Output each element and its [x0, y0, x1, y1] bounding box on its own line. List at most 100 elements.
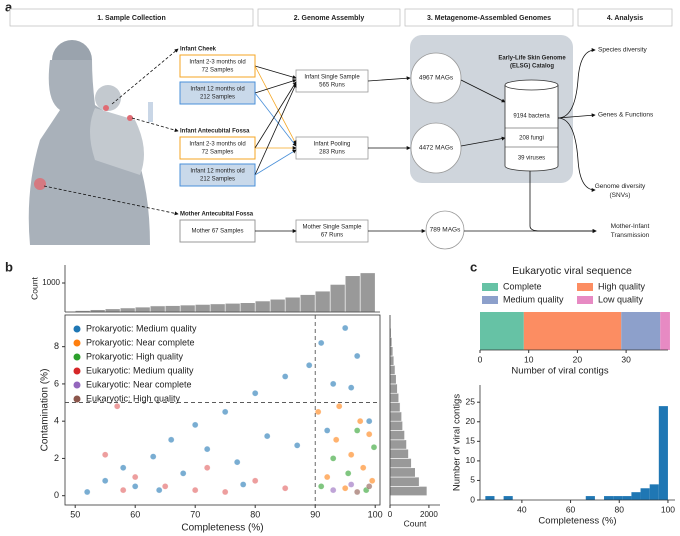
legend-label: Complete — [503, 281, 542, 291]
connector — [557, 48, 596, 119]
histogram-bar — [389, 346, 394, 357]
y-tick-label: 0 — [470, 494, 475, 504]
scatter-point — [282, 373, 289, 380]
header: 3. Metagenome-Assembled Genomes — [427, 15, 551, 22]
histogram-bar — [149, 305, 166, 313]
x-tick-label: 70 — [190, 509, 200, 519]
x-tick-label: 40 — [517, 504, 527, 514]
catalog-title: Early-Life Skin Genome — [498, 56, 566, 62]
histogram-bar — [622, 496, 632, 500]
group-label: Infant Antecubital Fossa — [180, 129, 250, 135]
scatter-point — [150, 453, 157, 460]
bar-segment — [660, 312, 670, 350]
sample-box — [179, 163, 256, 187]
histogram-bar — [649, 484, 659, 500]
header-box — [9, 8, 254, 27]
connector — [131, 117, 179, 133]
x-tick-label: 90 — [310, 509, 320, 519]
scatter-point — [204, 445, 211, 453]
histogram-bar — [389, 486, 428, 496]
bar-segment — [523, 312, 622, 350]
x-tick-label: 20 — [573, 354, 583, 364]
histogram-bar — [389, 364, 396, 375]
x-tick-label: 60 — [566, 504, 576, 514]
x-tick-label: 80 — [615, 504, 625, 514]
y-tick-label: 0 — [54, 490, 59, 500]
legend-swatch — [482, 296, 498, 304]
histogram-bar — [389, 467, 416, 478]
histogram-bar — [194, 304, 211, 313]
analysis-text: (SNVs) — [610, 192, 631, 199]
catalog-item: 208 fungi — [519, 136, 544, 142]
header-box — [257, 8, 401, 27]
histogram-bar — [389, 439, 407, 450]
legend-marker — [73, 325, 81, 333]
scatter-point — [120, 464, 127, 471]
assembly-box — [295, 136, 369, 160]
mag-text: 4472 MAGs — [419, 145, 454, 152]
histogram-bar — [613, 496, 623, 500]
histogram-bar — [119, 307, 136, 313]
scatter-point — [240, 481, 247, 488]
sample-box — [179, 81, 256, 105]
sample-text: 212 Samples — [200, 177, 235, 183]
x-tick-label: 10 — [524, 354, 534, 364]
scatter-point — [252, 390, 259, 397]
legend-swatch — [577, 296, 593, 304]
y-tick-label: 20 — [466, 416, 476, 426]
connector — [254, 83, 297, 176]
histogram-bar — [359, 272, 376, 313]
legend-swatch — [482, 283, 498, 291]
chart-title: Eukaryotic viral sequence — [512, 265, 632, 277]
sample-box — [179, 136, 256, 160]
sample-text: Infant 12 months old — [190, 87, 244, 93]
histogram-bar — [299, 294, 316, 313]
connector — [111, 48, 179, 105]
scatter-point — [168, 436, 175, 443]
connector — [254, 92, 297, 147]
histogram-bar — [134, 306, 151, 313]
legend-swatch — [577, 283, 593, 291]
legend-marker — [73, 353, 81, 361]
scatter-point — [324, 473, 331, 481]
connector — [254, 79, 297, 94]
legend-label: Eukaryotic: Medium quality — [86, 365, 194, 375]
histogram-bar — [269, 298, 286, 313]
sample-text: Infant 2-3 months old — [189, 142, 245, 148]
scatter-point — [234, 459, 241, 466]
mag-circle — [425, 210, 465, 250]
legend-label: Medium quality — [503, 294, 564, 304]
histogram-bar — [658, 406, 668, 500]
histogram-bar — [389, 355, 395, 366]
header: 2. Genome Assembly — [294, 15, 365, 22]
plot-frame — [64, 314, 381, 506]
legend-marker — [73, 367, 81, 375]
scatter-point — [366, 431, 373, 438]
scatter-point — [318, 483, 325, 490]
mag-text: 4967 MAGs — [419, 75, 454, 82]
header-box — [404, 8, 574, 27]
scatter-point — [354, 488, 361, 496]
histogram-bar — [389, 411, 402, 422]
assembly-text: 67 Runs — [321, 233, 343, 239]
scatter-point — [369, 477, 376, 484]
scatter-point — [252, 477, 259, 484]
scatter-point — [333, 436, 340, 443]
y-tick-label: 1000 — [42, 278, 60, 287]
scatter-point — [342, 324, 349, 332]
histogram-bar — [389, 430, 405, 441]
sample-box — [179, 54, 256, 78]
x-axis-label: Completeness (%) — [538, 516, 616, 527]
x-tick-label: 50 — [70, 509, 80, 519]
scatter-point — [318, 339, 325, 347]
scatter-point — [360, 464, 367, 471]
catalog-item: 9194 bacteria — [513, 114, 550, 120]
scatter-point — [345, 470, 352, 477]
scatter-point — [222, 488, 229, 496]
sample-text: Mother 67 Samples — [191, 229, 243, 235]
assembly-text: 565 Runs — [319, 83, 345, 89]
legend-marker — [73, 395, 81, 403]
histogram-bar — [104, 308, 121, 313]
analysis-text: Species diversity — [598, 47, 648, 54]
legend-label: Prokaryotic: Near complete — [86, 337, 195, 347]
